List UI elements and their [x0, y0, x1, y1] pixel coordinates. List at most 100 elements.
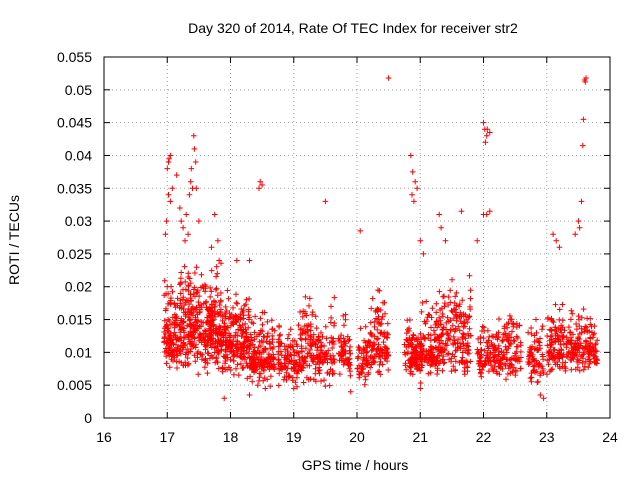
data-point: [245, 312, 252, 318]
data-point: [313, 325, 320, 331]
data-point: [256, 185, 262, 192]
data-point: [385, 331, 391, 338]
data-point: [357, 325, 364, 332]
data-point: [594, 337, 600, 343]
data-point: [477, 360, 483, 367]
data-point: [269, 317, 275, 324]
data-point: [208, 244, 215, 251]
data-point: [444, 351, 450, 358]
data-point: [587, 334, 593, 341]
data-point: [403, 336, 410, 343]
data-point: [161, 292, 167, 299]
data-point: [347, 388, 354, 395]
data-point: [276, 339, 282, 346]
data-point: [412, 178, 418, 185]
data-point: [491, 349, 497, 356]
data-point: [257, 178, 263, 185]
y-tick-label: 0.03: [65, 213, 92, 229]
data-point: [242, 356, 248, 363]
data-point: [308, 342, 314, 348]
data-point: [163, 345, 169, 352]
data-point: [489, 333, 495, 339]
data-point: [453, 318, 460, 324]
data-point: [528, 325, 534, 331]
data-point: [533, 316, 539, 323]
data-point: [409, 192, 415, 198]
data-point: [439, 311, 446, 317]
data-point: [322, 357, 329, 363]
data-point: [480, 119, 487, 126]
data-point: [304, 353, 311, 360]
data-point: [414, 355, 420, 361]
data-point: [572, 231, 578, 237]
data-point: [590, 345, 597, 351]
x-tick-label: 17: [159, 429, 175, 445]
data-point: [223, 308, 230, 314]
data-point: [195, 371, 201, 378]
data-point: [537, 392, 544, 398]
data-point: [509, 328, 515, 335]
data-point: [381, 299, 388, 306]
data-point: [318, 330, 324, 336]
data-point: [496, 316, 502, 322]
y-tick-label: 0: [84, 410, 92, 426]
data-point: [247, 373, 253, 380]
data-point: [413, 349, 420, 356]
data-point: [427, 362, 434, 369]
data-point: [492, 360, 499, 366]
data-point: [222, 348, 229, 354]
data-point: [442, 347, 448, 353]
data-point: [376, 288, 383, 294]
data-point: [208, 333, 215, 339]
data-point: [290, 385, 297, 392]
data-point: [234, 301, 240, 307]
data-point: [309, 309, 316, 315]
data-point: [506, 343, 512, 349]
data-point: [464, 343, 471, 349]
data-point: [282, 346, 288, 353]
data-point: [323, 350, 330, 357]
data-point: [171, 329, 178, 336]
data-point: [411, 361, 417, 368]
data-point: [405, 349, 411, 355]
data-point: [493, 334, 499, 341]
data-point: [216, 323, 222, 329]
data-point: [240, 328, 247, 335]
data-point: [243, 301, 249, 308]
data-point: [161, 277, 168, 284]
data-point: [330, 335, 336, 342]
data-point: [418, 359, 425, 365]
data-point: [433, 301, 440, 307]
data-point: [560, 360, 566, 366]
x-tick-label: 19: [286, 429, 302, 445]
data-point: [288, 366, 295, 372]
data-point: [436, 314, 442, 321]
data-point: [417, 343, 424, 350]
data-point: [467, 358, 474, 365]
data-point: [456, 303, 462, 310]
data-point: [568, 316, 574, 323]
data-point: [467, 332, 474, 339]
data-point: [248, 334, 255, 341]
data-point: [552, 301, 559, 308]
data-point: [243, 297, 250, 303]
data-point: [268, 373, 274, 380]
data-point: [576, 323, 583, 329]
data-point: [499, 338, 505, 344]
data-point: [202, 282, 208, 288]
data-point: [447, 287, 453, 294]
data-point: [441, 293, 447, 299]
data-point: [307, 295, 313, 302]
data-point: [476, 352, 483, 358]
data-point: [188, 298, 194, 304]
data-point: [373, 315, 379, 322]
data-point: [249, 378, 255, 385]
data-point: [371, 358, 377, 365]
data-point: [550, 231, 556, 237]
data-point: [447, 317, 454, 323]
data-point: [377, 358, 384, 365]
data-point: [266, 341, 273, 347]
data-point: [294, 384, 300, 390]
data-point: [312, 313, 319, 320]
data-point: [336, 357, 343, 364]
